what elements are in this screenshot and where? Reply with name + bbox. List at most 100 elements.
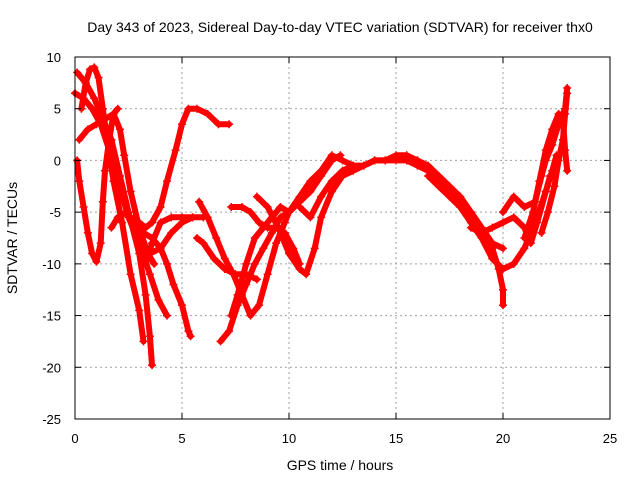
data-point (113, 104, 122, 113)
data-point (509, 192, 518, 201)
data-point (520, 234, 529, 242)
data-point (171, 146, 180, 155)
data-point (488, 254, 497, 263)
series-line (136, 105, 233, 231)
data-point (163, 177, 172, 186)
data-point (210, 254, 219, 263)
data-point (113, 213, 122, 222)
data-point (370, 156, 379, 165)
data-point (122, 208, 131, 217)
data-point (227, 202, 236, 211)
y-tick-label: 0 (54, 153, 61, 168)
data-point (107, 223, 116, 232)
data-point (250, 234, 259, 242)
series-pass-19 (466, 171, 555, 248)
data-point (148, 361, 157, 370)
data-point (327, 187, 336, 196)
data-point (259, 244, 268, 253)
x-tick-label: 20 (496, 431, 510, 446)
data-point (327, 151, 336, 160)
data-point (214, 120, 223, 129)
series-line (228, 152, 357, 319)
data-point (563, 89, 572, 98)
data-point (92, 120, 101, 129)
series-line (467, 172, 554, 247)
data-point (186, 332, 195, 341)
data-point (145, 332, 154, 341)
y-tick-label: 10 (47, 50, 61, 65)
data-point (163, 259, 172, 268)
data-point (263, 270, 272, 279)
data-point (246, 208, 255, 217)
data-point (317, 213, 326, 222)
data-point (145, 270, 154, 279)
data-point (546, 171, 555, 180)
data-point (548, 125, 557, 134)
x-tick-label: 5 (178, 431, 185, 446)
data-point (156, 202, 165, 211)
data-point (141, 223, 150, 232)
series-pass-14 (227, 202, 304, 268)
data-point (75, 135, 84, 144)
data-point (139, 228, 148, 237)
data-point (424, 171, 433, 180)
x-axis-label: GPS time / hours (287, 457, 394, 473)
data-point (306, 177, 315, 186)
grid (75, 57, 610, 419)
data-point (220, 265, 229, 274)
series-pass-12 (216, 151, 345, 346)
series-pass-04 (77, 63, 148, 346)
data-point (178, 218, 186, 227)
data-point (306, 187, 315, 196)
data-point (276, 213, 285, 222)
data-point (83, 228, 92, 237)
series-pass-08 (135, 104, 234, 232)
data-point (156, 218, 165, 227)
data-point (85, 65, 94, 74)
data-point (466, 208, 475, 217)
data-point (250, 259, 259, 268)
data-point (100, 166, 109, 175)
y-tick-label: -15 (42, 309, 61, 324)
y-tick-label: -10 (42, 257, 61, 272)
data-point (255, 301, 264, 310)
series-pass-17 (402, 156, 507, 310)
data-point (541, 187, 550, 196)
data-point (184, 327, 193, 336)
data-point (75, 177, 84, 186)
data-point (252, 275, 261, 284)
data-point (263, 202, 272, 211)
data-point (561, 109, 570, 118)
data-point (509, 213, 518, 222)
data-point (237, 202, 246, 211)
data-point (327, 177, 336, 186)
data-point (317, 166, 326, 175)
data-point (242, 259, 251, 268)
data-point (225, 120, 234, 129)
data-point (88, 249, 97, 258)
y-tick-label: 5 (54, 102, 61, 117)
data-point (535, 177, 544, 186)
data-point (509, 259, 518, 268)
data-point (130, 213, 139, 222)
data-point (543, 208, 552, 217)
data-point (135, 239, 144, 248)
data-point (295, 192, 304, 201)
data-point (554, 156, 563, 165)
data-point (203, 213, 212, 222)
data-point (199, 239, 208, 248)
series-line (74, 105, 121, 265)
data-point (289, 244, 298, 253)
data-point (402, 156, 411, 165)
series-pass-09 (135, 213, 197, 258)
data-point (109, 109, 118, 118)
data-point (349, 161, 358, 170)
series-pass-07 (130, 213, 195, 341)
data-point (154, 296, 163, 305)
data-point (488, 223, 497, 232)
data-point (317, 192, 326, 201)
data-point (295, 265, 304, 274)
x-tick-label: 0 (71, 431, 78, 446)
y-axis-label: SDTVAR / TECUs (4, 182, 20, 294)
data-point (295, 202, 304, 211)
